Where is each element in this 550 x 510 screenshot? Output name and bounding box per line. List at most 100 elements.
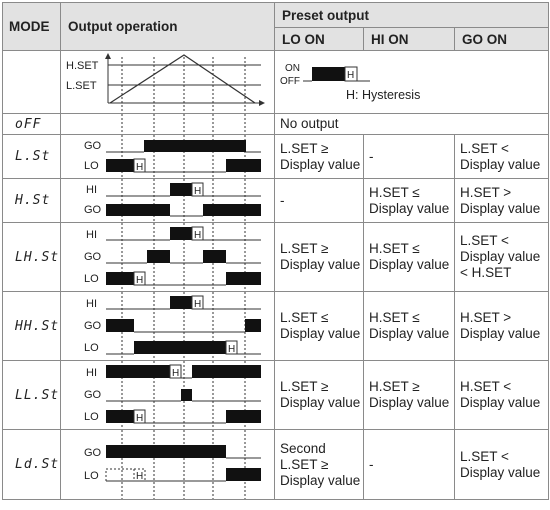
header-hi-on: HI ON: [363, 27, 455, 51]
ldst-lo-on: Second L.SET ≥ Display value: [274, 429, 364, 500]
lo-pulse: [134, 341, 226, 354]
lst-lo-on: L.SET ≥ Display value: [274, 134, 364, 179]
hysteresis-box: [133, 158, 146, 173]
go-pulse: [144, 140, 246, 152]
h-box-label: H: [194, 186, 201, 197]
lhst-lo-on: L.SET ≥ Display value: [274, 222, 364, 292]
go-label: GO: [84, 447, 102, 459]
h-box-label: H: [194, 230, 201, 241]
go-pulse: [245, 319, 261, 332]
l-set-label: L.SET: [66, 80, 97, 92]
hysteresis-legend: ON OFF H H: Hysteresis: [280, 63, 420, 102]
lst-diagram-cell: GO LO H: [60, 134, 275, 179]
off-diagram-cell: [60, 113, 275, 135]
hst-diagram: HI GO H: [84, 179, 261, 222]
lo-pulse: [226, 410, 261, 423]
hhst-diagram: HI GO LO H H: [84, 292, 261, 360]
mode-ldst: Ld.St: [2, 429, 61, 500]
hysteresis-box: [191, 226, 204, 241]
hi-label: HI: [86, 229, 97, 241]
on-pulse: [312, 67, 345, 81]
go-pulse: [106, 204, 170, 216]
mode-hst: H.St: [2, 178, 61, 223]
lo-label: LO: [84, 273, 99, 285]
lhst-go-on: L.SET < Display value < H.SET: [454, 222, 549, 292]
hhst-hi-on: H.SET ≤ Display value: [363, 291, 455, 361]
lhst-hi-on: H.SET ≤ Display value: [363, 222, 455, 292]
hhst-go-on: H.SET > Display value: [454, 291, 549, 361]
legend-mode-cell: [2, 50, 61, 114]
lo-pulse: [226, 272, 261, 285]
llst-go-on: H.SET < Display value: [454, 360, 549, 430]
h-box-label: H: [172, 368, 179, 379]
go-label: GO: [84, 320, 102, 332]
hi-pulse: [170, 227, 192, 240]
lo-pulse: [106, 410, 134, 423]
h-box-label: H: [347, 70, 354, 81]
setpoint-diagram-cell: H.SET L.SET: [60, 50, 275, 114]
ldst-diagram-cell: GO LO H: [60, 429, 275, 500]
header-preset-output: Preset output: [274, 2, 549, 28]
hhst-diagram-cell: HI GO LO H H: [60, 291, 275, 361]
lhst-diagram-cell: HI GO LO H H: [60, 222, 275, 292]
lhst-diagram: HI GO LO H H: [84, 223, 261, 291]
mode-llst: LL.St: [2, 360, 61, 430]
h-box-label: H: [194, 299, 201, 310]
setpoint-diagram: H.SET L.SET: [66, 53, 265, 113]
no-output-text: No output: [274, 113, 549, 135]
hysteresis-box: [133, 409, 146, 424]
y-axis-arrow: [105, 53, 111, 59]
go-pulse: [106, 319, 134, 332]
display-value-curve: [109, 54, 256, 104]
llst-diagram-cell: HI GO LO H H: [60, 360, 275, 430]
go-pulse: [106, 445, 226, 458]
hhst-lo-on: L.SET ≤ Display value: [274, 291, 364, 361]
ldst-go-on: L.SET < Display value: [454, 429, 549, 500]
hysteresis-box: [169, 364, 182, 379]
lo-label: LO: [84, 160, 99, 172]
off-diagram: [121, 114, 246, 134]
lst-hi-on: -: [363, 134, 455, 179]
llst-hi-on: H.SET ≥ Display value: [363, 360, 455, 430]
hysteresis-label: H: Hysteresis: [346, 88, 420, 102]
hysteresis-box: [133, 271, 146, 286]
go-label: GO: [84, 204, 102, 216]
lo-label: LO: [84, 470, 99, 482]
h-box-label: H: [136, 413, 143, 424]
lo-pulse: [106, 272, 134, 285]
mode-off: oFF: [2, 113, 61, 135]
mode-lhst: LH.St: [2, 222, 61, 292]
lo-pulse: [226, 468, 261, 481]
go-label: GO: [84, 251, 102, 263]
header-lo-on: LO ON: [274, 27, 364, 51]
header-mode: MODE: [2, 2, 61, 51]
hi-label: HI: [86, 184, 97, 196]
hst-hi-on: H.SET ≤ Display value: [363, 178, 455, 223]
hi-label: HI: [86, 367, 97, 379]
go-pulse: [203, 204, 261, 216]
x-axis-arrow: [259, 100, 265, 106]
hysteresis-box: [191, 182, 204, 197]
hysteresis-legend-cell: ON OFF H H: Hysteresis: [274, 50, 549, 114]
hst-go-on: H.SET > Display value: [454, 178, 549, 223]
h-box-label: H: [136, 275, 143, 286]
llst-diagram: HI GO LO H H: [84, 361, 261, 429]
on-label: ON: [285, 63, 300, 74]
hst-lo-on: -: [274, 178, 364, 223]
lo-pulse: [106, 159, 134, 172]
h-box-label: H: [228, 344, 235, 355]
go-pulse: [203, 250, 226, 263]
go-label: GO: [84, 140, 102, 152]
mode-lst: L.St: [2, 134, 61, 179]
lst-go-on: L.SET < Display value: [454, 134, 549, 179]
lo-dashed-pulse: [105, 468, 135, 481]
ldst-hi-on: -: [363, 429, 455, 500]
mode-hhst: HH.St: [2, 291, 61, 361]
hst-diagram-cell: HI GO H: [60, 178, 275, 223]
header-go-on: GO ON: [454, 27, 549, 51]
lst-diagram: GO LO H: [84, 135, 261, 178]
hysteresis-box: [344, 66, 358, 82]
h-box-label: H: [136, 162, 143, 173]
hi-pulse: [192, 365, 261, 378]
lo-pulse: [226, 159, 261, 172]
